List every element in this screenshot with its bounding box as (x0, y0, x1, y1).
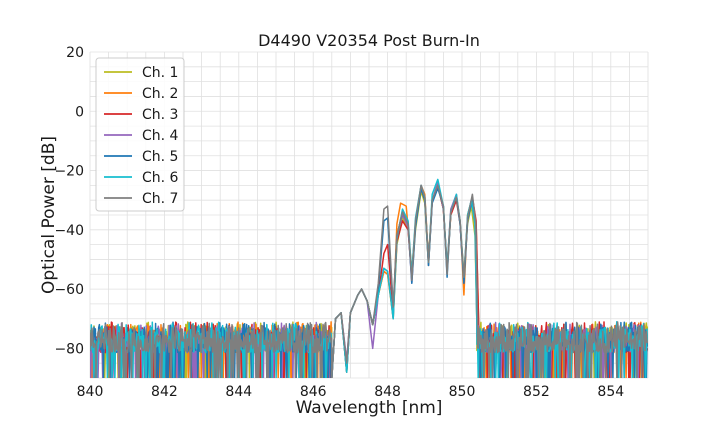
y-tick-label: −60 (54, 282, 84, 298)
x-tick-labels: 840 842 844 846 848 850 852 854 (77, 384, 625, 400)
series-line-7 (90, 184, 648, 378)
x-tick-label: 854 (597, 384, 624, 400)
y-tick-label: −40 (54, 223, 84, 239)
y-tick-label: 20 (66, 45, 84, 61)
x-tick-label: 852 (523, 384, 550, 400)
legend-label: Ch. 1 (142, 65, 178, 81)
series-layer (90, 178, 648, 378)
legend-label: Ch. 5 (142, 149, 178, 165)
x-tick-label: 844 (225, 384, 252, 400)
x-tick-label: 850 (449, 384, 476, 400)
x-axis-label: Wavelength [nm] (296, 398, 443, 418)
legend-label: Ch. 2 (142, 86, 178, 102)
y-axis-label: Optical Power [dB] (39, 136, 59, 294)
y-tick-label: −80 (54, 341, 84, 357)
legend-box (95, 57, 185, 212)
legend-label: Ch. 3 (142, 107, 178, 123)
legend-label: Ch. 4 (142, 128, 179, 144)
y-tick-label: −20 (54, 164, 84, 180)
x-tick-label: 842 (151, 384, 178, 400)
y-tick-labels: 20 0 −20 −40 −60 −80 (54, 45, 84, 357)
y-tick-label: 0 (75, 104, 84, 120)
legend-label: Ch. 7 (142, 191, 178, 207)
x-tick-label: 840 (77, 384, 104, 400)
x-tick-label: 846 (300, 384, 327, 400)
chart-title: D4490 V20354 Post Burn-In (258, 31, 480, 50)
legend: Ch. 1 Ch. 2 Ch. 3 Ch. 4 Ch. 5 Ch. 6 Ch. 7 (95, 57, 185, 212)
legend-label: Ch. 6 (142, 170, 179, 186)
x-tick-label: 848 (374, 384, 401, 400)
